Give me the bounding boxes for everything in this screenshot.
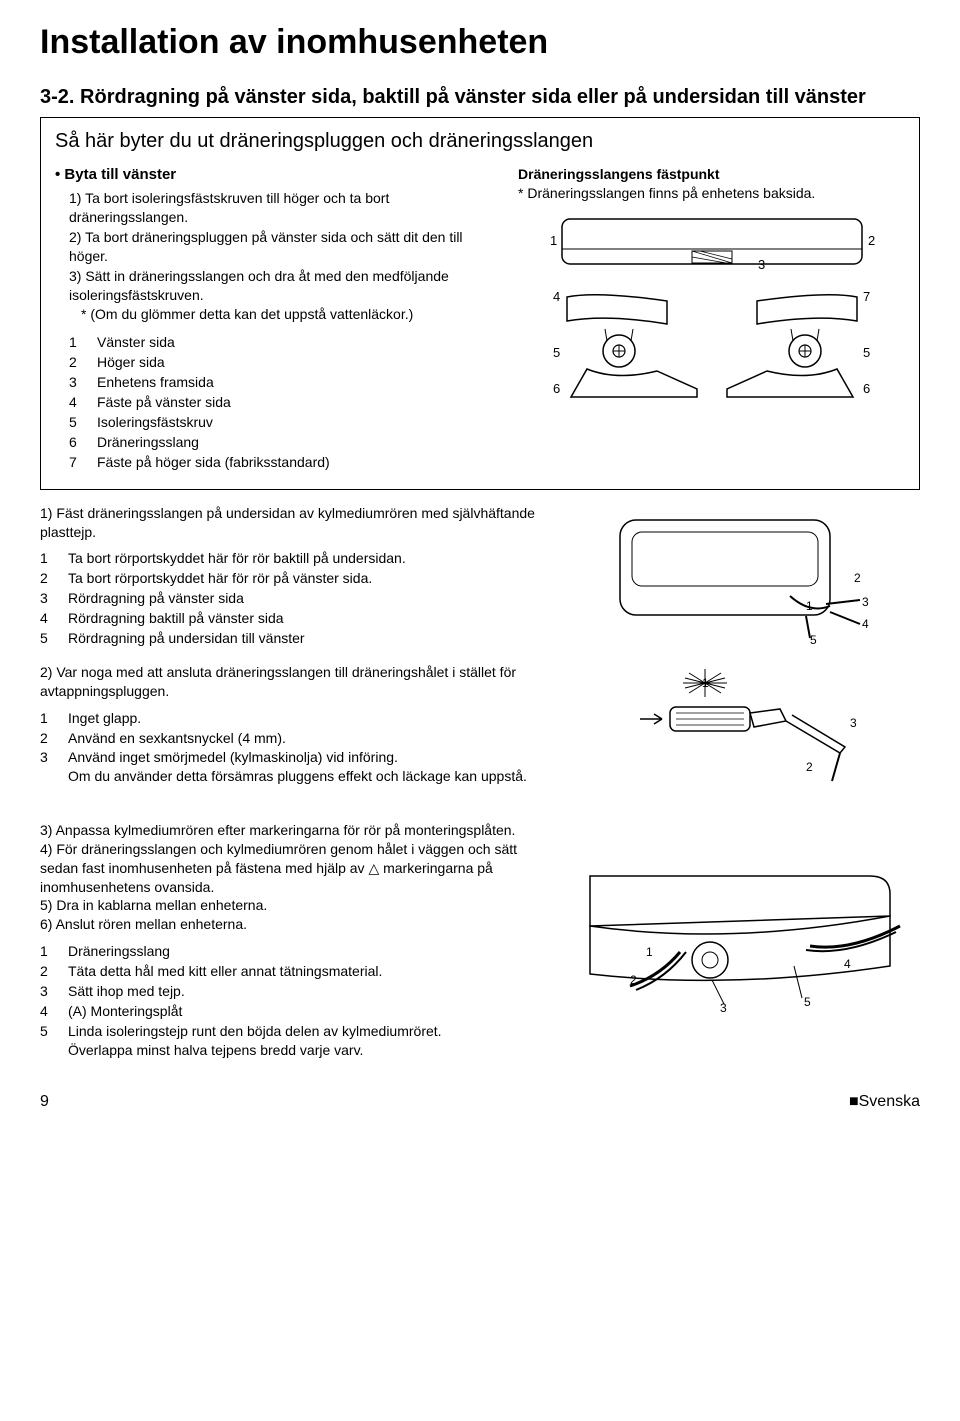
legend-num: 5 <box>69 413 83 432</box>
block3-intro: 2) Var noga med att ansluta dräneringssl… <box>40 663 543 701</box>
legend-num: 1 <box>40 549 54 568</box>
legend-num: 3 <box>40 748 54 786</box>
legend-text: Isoleringsfästskruv <box>97 413 500 432</box>
svg-text:5: 5 <box>863 345 870 360</box>
footer-language: ■Svenska <box>849 1091 920 1113</box>
block-3: 2) Var noga med att ansluta dräneringssl… <box>40 663 920 793</box>
figure-unit-mounting: 1 2 3 4 5 <box>570 856 910 1026</box>
legend-num: 2 <box>40 569 54 588</box>
figure-mount-right: 7 5 6 <box>717 289 877 399</box>
figure-mounts: 4 5 6 7 5 6 <box>518 289 905 399</box>
legend-text: Använd en sexkantsnyckel (4 mm). <box>68 729 543 748</box>
legend-text: Vänster sida <box>97 333 500 352</box>
block4-s4: 4) För dräneringsslangen och kylmediumrö… <box>40 840 543 897</box>
fig-label: 1 <box>550 233 557 248</box>
section-title: Rördragning på vänster sida, baktill på … <box>80 86 866 108</box>
legend-num: 5 <box>40 629 54 648</box>
svg-text:5: 5 <box>553 345 560 360</box>
right-subtext: * Dräneringsslangen finns på enhetens ba… <box>518 184 905 203</box>
square-icon: ■ <box>849 1093 859 1110</box>
step-list: 1) Ta bort isoleringsfästskruven till hö… <box>55 189 500 324</box>
svg-text:7: 7 <box>863 289 870 304</box>
legend-num: 3 <box>69 373 83 392</box>
legend-text: Fäste på höger sida (fabriksstandard) <box>97 453 500 472</box>
legend-text: Rördragning på vänster sida <box>68 589 543 608</box>
bullet-heading: • Byta till vänster <box>55 165 500 185</box>
legend-num: 1 <box>69 333 83 352</box>
svg-text:6: 6 <box>553 381 560 396</box>
svg-text:1: 1 <box>806 599 813 613</box>
figure-port-cover: 1 2 3 4 5 <box>610 506 870 646</box>
legend-text: Höger sida <box>97 353 500 372</box>
svg-text:1: 1 <box>646 945 653 959</box>
block-2: 1) Fäst dräneringsslangen på undersidan … <box>40 504 920 649</box>
legend-text: Dräneringsslang <box>68 942 543 961</box>
legend-text: Linda isoleringstejp runt den böjda dele… <box>68 1022 543 1060</box>
legend-num: 1 <box>40 942 54 961</box>
legend-num: 2 <box>69 353 83 372</box>
legend-text: Fäste på vänster sida <box>97 393 500 412</box>
right-heading: Dräneringsslangens fästpunkt <box>518 165 905 184</box>
box-title: Så här byter du ut dräneringspluggen och… <box>55 128 905 155</box>
page-footer: 9 ■Svenska <box>40 1091 920 1113</box>
step-3: 3) Sätt in dräneringsslangen och dra åt … <box>69 267 500 305</box>
svg-text:4: 4 <box>553 289 560 304</box>
legend-text: Dräneringsslang <box>97 433 500 452</box>
page-title: Installation av inomhusenheten <box>40 20 920 66</box>
section-number: 3-2. <box>40 86 74 108</box>
svg-text:1: 1 <box>702 676 709 690</box>
legend-text: Enhetens framsida <box>97 373 500 392</box>
legend-text: Använd inget smörjmedel (kylmaskinolja) … <box>68 748 543 786</box>
block-4: 3) Anpassa kylmediumrören efter markerin… <box>40 821 920 1061</box>
legend-text: Rördragning på undersidan till vänster <box>68 629 543 648</box>
legend-num: 5 <box>40 1022 54 1060</box>
legend-num: 1 <box>40 709 54 728</box>
legend-num: 3 <box>40 589 54 608</box>
svg-text:2: 2 <box>630 973 637 987</box>
legend-num: 4 <box>40 1002 54 1021</box>
svg-text:5: 5 <box>810 633 817 646</box>
legend-num: 4 <box>40 609 54 628</box>
legend-num: 3 <box>40 982 54 1001</box>
block4-s3: 3) Anpassa kylmediumrören efter markerin… <box>40 821 543 840</box>
legend-text: Täta detta hål med kitt eller annat tätn… <box>68 962 543 981</box>
svg-text:4: 4 <box>862 617 869 631</box>
instruction-box: Så här byter du ut dräneringspluggen och… <box>40 117 920 490</box>
box-left-column: • Byta till vänster 1) Ta bort isolering… <box>55 165 500 473</box>
legend-num: 6 <box>69 433 83 452</box>
legend-text: Ta bort rörportskyddet här för rör på vä… <box>68 569 543 588</box>
box-right-column: Dräneringsslangens fästpunkt * Dränering… <box>518 165 905 473</box>
svg-text:3: 3 <box>850 716 857 730</box>
svg-text:6: 6 <box>863 381 870 396</box>
figure-plug-insert: 1 3 2 <box>610 663 870 793</box>
legend-text: Ta bort rörportskyddet här för rör bakti… <box>68 549 543 568</box>
step-3-note: * (Om du glömmer detta kan det uppstå va… <box>69 305 500 324</box>
legend-num: 4 <box>69 393 83 412</box>
figure-unit-back: 1 2 3 <box>518 209 905 279</box>
fig-label: 2 <box>868 233 875 248</box>
figure-mount-left: 4 5 6 <box>547 289 707 399</box>
fig-label: 3 <box>758 257 765 272</box>
block4-s6: 6) Anslut rören mellan enheterna. <box>40 915 543 934</box>
step-2: 2) Ta bort dräneringspluggen på vänster … <box>69 228 500 266</box>
svg-text:3: 3 <box>862 595 869 609</box>
section-heading: 3-2. Rördragning på vänster sida, baktil… <box>40 84 920 111</box>
block4-s5: 5) Dra in kablarna mellan enheterna. <box>40 896 543 915</box>
legend-num: 7 <box>69 453 83 472</box>
legend-text: Rördragning baktill på vänster sida <box>68 609 543 628</box>
legend-a: 1 Vänster sida 2 Höger sida 3 Enhetens fram… <box>55 333 500 471</box>
legend-text: Inget glapp. <box>68 709 543 728</box>
legend-text: (A) Monteringsplåt <box>68 1002 543 1021</box>
page-number: 9 <box>40 1091 49 1113</box>
legend-num: 2 <box>40 962 54 981</box>
legend-text: Sätt ihop med tejp. <box>68 982 543 1001</box>
legend-num: 2 <box>40 729 54 748</box>
svg-text:2: 2 <box>854 571 861 585</box>
svg-text:2: 2 <box>806 760 813 774</box>
svg-text:4: 4 <box>844 957 851 971</box>
svg-text:5: 5 <box>804 995 811 1009</box>
block2-intro: 1) Fäst dräneringsslangen på undersidan … <box>40 504 543 542</box>
step-1: 1) Ta bort isoleringsfästskruven till hö… <box>69 189 500 227</box>
